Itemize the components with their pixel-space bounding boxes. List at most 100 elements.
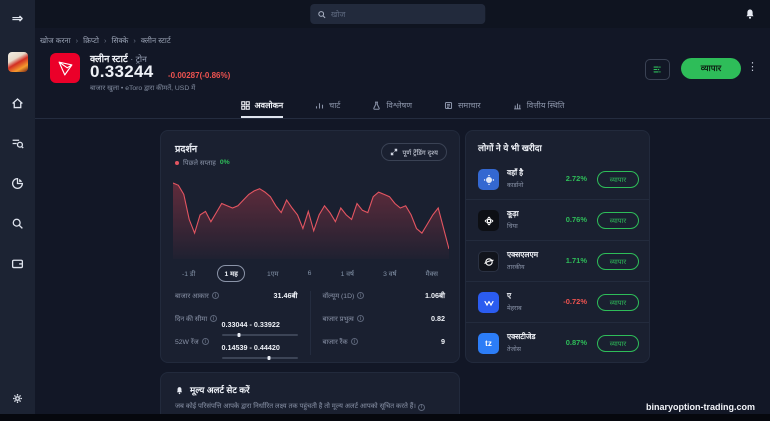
- portfolio-pie-icon[interactable]: [9, 174, 27, 192]
- tab-news[interactable]: समाचार: [444, 94, 481, 118]
- breadcrumb-item[interactable]: खोज करना: [40, 36, 71, 45]
- coin-name: एक्सएलएम: [507, 250, 539, 259]
- breadcrumb-item[interactable]: क्रिप्टो: [83, 36, 99, 45]
- range-3m[interactable]: 1एम: [266, 271, 279, 278]
- tabs-divider: [35, 118, 770, 119]
- tab-label: वित्तीय स्थिति: [526, 100, 565, 110]
- range-max[interactable]: मैक्स: [425, 271, 438, 278]
- asset-name-text: क्लीन स्टार्ट: [90, 54, 128, 65]
- stat-volume: वॉल्यूम (1D) 1.06बी: [323, 291, 446, 309]
- time-range-selector: -1 डी 1 मह 1एम 6 1 वर्ष 3 वर्ष मैक्स: [175, 265, 445, 282]
- range-marker: [237, 333, 241, 337]
- coin-subtitle: तेजोस: [507, 346, 521, 353]
- stat-value: 0.33044 - 0.33922: [221, 320, 280, 329]
- list-item-chia[interactable]: कूड़ा चिया 0.76% व्यापार: [466, 200, 649, 241]
- breadcrumb-item[interactable]: सिक्के: [111, 36, 129, 45]
- info-icon[interactable]: [350, 338, 358, 345]
- stat-value: 31.46बी: [273, 291, 298, 300]
- range-marker: [267, 356, 271, 360]
- range-1d[interactable]: -1 डी: [182, 271, 196, 278]
- info-icon[interactable]: [211, 292, 219, 299]
- full-trading-view-button[interactable]: पूर्ण ट्रेंडिंग दृश्य: [381, 143, 447, 161]
- stat-label: वॉल्यूम (1D): [322, 293, 355, 300]
- list-item-stellar[interactable]: एक्सएलएम तारकीय 1.71% व्यापार: [466, 241, 649, 282]
- price-alert-title: मूल्य अलर्ट सेट करें: [175, 384, 250, 396]
- trade-button[interactable]: व्यापार: [597, 171, 639, 188]
- bar-chart-icon: [513, 103, 521, 109]
- breadcrumb-separator: ›: [103, 36, 107, 45]
- coin-name: एक्सटीजेड: [507, 332, 536, 341]
- performance-legend: पिछले सप्ताह 0%: [175, 158, 230, 167]
- list-item-tezos[interactable]: tz एक्सटीजेड तेजोस 0.87% व्यापार: [466, 323, 649, 364]
- tab-financials[interactable]: वित्तीय स्थिति: [513, 94, 565, 118]
- tab-label: समाचार: [458, 100, 481, 110]
- coin-change: 2.72%: [565, 174, 587, 183]
- coin-name: कूड़ा: [507, 209, 519, 218]
- add-to-watchlist-button[interactable]: [645, 59, 670, 80]
- coin-name: वहाँ है: [507, 168, 524, 177]
- search-bar[interactable]: [309, 4, 485, 24]
- bell-icon: [176, 386, 183, 394]
- trade-button[interactable]: व्यापार: [597, 212, 639, 229]
- also-bought-title: लोगों ने ये भी खरीदा: [478, 143, 542, 153]
- watchlist-icon[interactable]: [9, 134, 27, 152]
- settings-gear-icon[interactable]: [9, 389, 27, 407]
- sidebar: ⇒: [0, 0, 35, 421]
- chart-bars-icon: [316, 102, 324, 108]
- asset-name: क्लीन स्टार्ट · ट्रोन: [90, 52, 147, 65]
- asset-name-separator: ·: [130, 54, 134, 64]
- footer-bar: [0, 414, 770, 421]
- price-alert-card: मूल्य अलर्ट सेट करें जब कोई परिसंपत्ति आ…: [160, 372, 460, 421]
- stat-day-range: दिन की सीमा 0.33044 - 0.33922: [175, 314, 298, 337]
- range-1y[interactable]: 1 वर्ष: [340, 271, 354, 278]
- stat-label: दिन की सीमा: [175, 316, 208, 323]
- stat-label: बाजार प्रभुत्व: [322, 316, 354, 323]
- range-6m[interactable]: 6: [307, 270, 312, 277]
- breadcrumb-item-current: क्लीन स्टार्ट: [140, 36, 171, 45]
- search-icon[interactable]: [9, 214, 27, 232]
- info-icon[interactable]: [356, 315, 364, 322]
- profile-avatar[interactable]: [7, 52, 28, 72]
- list-item-cardano[interactable]: वहाँ है कार्डानो 2.72% व्यापार: [466, 159, 649, 200]
- tab-chart[interactable]: चार्ट: [315, 94, 340, 118]
- tezos-glyph: tz: [485, 339, 492, 348]
- trade-button[interactable]: व्यापार: [597, 294, 639, 311]
- performance-title: प्रदर्शन: [175, 144, 198, 155]
- list-item-vechain[interactable]: ए मेहराब -0.72% व्यापार: [466, 282, 649, 323]
- menu-toggle-icon[interactable]: ⇒: [11, 9, 24, 26]
- stat-52w-range: 52W रेंज 0.14539 - 0.44420: [175, 337, 298, 360]
- coin-change: -0.72%: [563, 297, 587, 306]
- market-status: बाजार खुला • eToro द्वारा कीमतें, USD मे…: [90, 85, 196, 92]
- search-icon: [317, 10, 325, 18]
- tab-overview[interactable]: अवलोकन: [240, 94, 284, 118]
- more-options-icon[interactable]: ⋮: [747, 61, 758, 73]
- trade-button[interactable]: व्यापार: [681, 58, 741, 79]
- range-1m-selected[interactable]: 1 मह: [217, 265, 245, 282]
- home-icon[interactable]: [9, 94, 27, 112]
- topbar: [35, 0, 770, 28]
- range-3y[interactable]: 3 वर्ष: [383, 271, 397, 278]
- stat-value: 0.14539 - 0.44420: [221, 343, 280, 352]
- notifications-bell-icon[interactable]: [744, 7, 757, 20]
- tab-label: विश्लेषण: [386, 100, 412, 110]
- info-icon[interactable]: [201, 338, 209, 345]
- legend-value: 0%: [219, 159, 230, 166]
- info-icon[interactable]: [417, 404, 425, 411]
- price-chart[interactable]: [173, 175, 449, 259]
- info-icon[interactable]: [357, 292, 365, 299]
- wallet-icon[interactable]: [9, 254, 27, 272]
- vechain-icon: [478, 292, 499, 313]
- also-bought-card: लोगों ने ये भी खरीदा वहाँ है कार्डानो 2.…: [465, 130, 650, 363]
- stellar-icon: [478, 251, 499, 272]
- full-trading-view-label: पूर्ण ट्रेंडिंग दृश्य: [402, 149, 438, 157]
- breadcrumb: खोज करना › क्रिप्टो › सिक्के › क्लीन स्ट…: [40, 36, 171, 46]
- news-icon: [444, 101, 453, 109]
- trade-button[interactable]: व्यापार: [597, 253, 639, 270]
- info-icon[interactable]: [210, 315, 218, 322]
- asset-symbol: ट्रोन: [135, 54, 147, 64]
- search-input[interactable]: [330, 9, 478, 19]
- trade-button[interactable]: व्यापार: [597, 335, 639, 352]
- tab-analysis[interactable]: विश्लेषण: [372, 94, 412, 118]
- coin-subtitle: तारकीय: [507, 264, 525, 271]
